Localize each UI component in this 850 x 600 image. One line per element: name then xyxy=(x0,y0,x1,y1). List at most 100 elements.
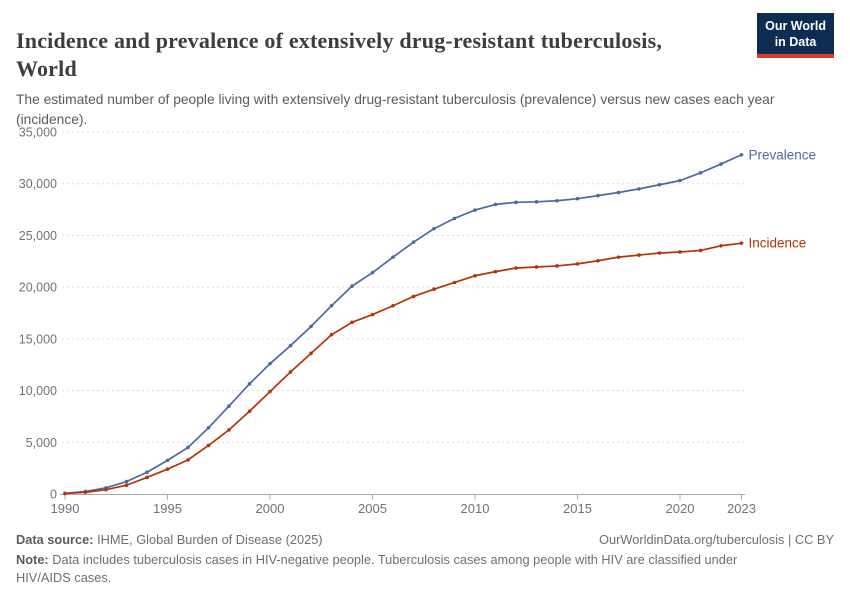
y-tick-label: 35,000 xyxy=(19,126,57,140)
data-point xyxy=(63,491,67,496)
footer-note-text: Data includes tuberculosis cases in HIV-… xyxy=(16,552,738,585)
data-point xyxy=(370,270,375,275)
data-point xyxy=(698,171,703,175)
footer-note-label: Note: xyxy=(16,552,49,567)
data-point xyxy=(411,240,416,244)
series-line xyxy=(64,242,743,495)
page-title: Incidence and prevalence of extensively … xyxy=(16,27,746,83)
data-point xyxy=(350,320,354,325)
chart-subtitle: The estimated number of people living wi… xyxy=(16,90,834,130)
page-title-line2: World xyxy=(16,55,77,81)
data-point xyxy=(145,475,149,480)
data-point xyxy=(288,370,293,374)
data-point xyxy=(616,190,621,195)
data-point xyxy=(555,264,559,268)
data-point xyxy=(739,152,744,157)
data-point xyxy=(473,208,477,212)
y-tick-label: 5,000 xyxy=(26,436,57,450)
data-point xyxy=(411,294,416,299)
data-point xyxy=(309,324,313,329)
data-point xyxy=(678,250,682,254)
data-point xyxy=(329,332,334,337)
gridlines xyxy=(62,131,745,443)
data-point xyxy=(596,258,600,263)
data-point xyxy=(637,187,641,191)
data-point xyxy=(309,351,313,356)
data-point xyxy=(206,426,211,430)
x-tick-label: 2005 xyxy=(358,501,387,516)
data-point xyxy=(350,284,354,288)
data-point xyxy=(616,255,621,259)
data-point xyxy=(329,303,334,308)
data-point xyxy=(83,490,88,495)
data-source-label: Data source: xyxy=(16,532,94,547)
data-point xyxy=(104,487,108,492)
data-point xyxy=(165,458,170,463)
data-point xyxy=(432,287,436,292)
data-point xyxy=(698,248,703,253)
data-point xyxy=(124,483,129,488)
data-point xyxy=(678,178,682,183)
data-point xyxy=(719,243,723,248)
data-point xyxy=(739,241,744,245)
series-line xyxy=(64,153,743,495)
data-point xyxy=(452,216,457,221)
data-point xyxy=(268,361,272,366)
data-point xyxy=(288,343,293,348)
data-point xyxy=(637,253,641,257)
data-point xyxy=(227,404,231,408)
data-point xyxy=(555,198,559,203)
data-point xyxy=(268,389,272,394)
data-point xyxy=(165,467,170,471)
owid-logo-line1: Our World xyxy=(765,19,826,33)
data-source-value: IHME, Global Burden of Disease (2025) xyxy=(97,532,323,547)
data-point xyxy=(391,303,395,308)
data-point xyxy=(206,443,211,448)
page-title-line1: Incidence and prevalence of extensively … xyxy=(16,27,663,53)
y-tick-label: 10,000 xyxy=(19,384,57,398)
data-point xyxy=(186,458,190,462)
data-point xyxy=(452,280,457,285)
owid-logo[interactable]: Our World in Data xyxy=(757,13,834,58)
series-prevalence[interactable]: Prevalence xyxy=(63,147,817,496)
data-point xyxy=(534,200,539,204)
x-tick-label: 2010 xyxy=(461,501,490,516)
data-point xyxy=(370,312,375,317)
x-tick-label: 2023 xyxy=(727,501,756,516)
owid-logo-line2: in Data xyxy=(774,35,817,49)
x-axis: 1990 1995 2000 2005 2010 2015 2020 2023 xyxy=(51,494,756,516)
y-tick-label: 0 xyxy=(50,488,57,502)
y-tick-label: 15,000 xyxy=(19,332,57,346)
x-tick-label: 2000 xyxy=(256,501,285,516)
data-point xyxy=(575,196,580,201)
data-point xyxy=(493,202,498,207)
data-point xyxy=(657,182,662,187)
data-point xyxy=(575,262,580,266)
chart-subtitle-line1: The estimated number of people living wi… xyxy=(16,91,775,107)
data-point xyxy=(186,445,190,450)
data-point xyxy=(514,266,518,270)
data-point xyxy=(227,428,231,432)
x-tick-label: 2015 xyxy=(563,501,592,516)
x-tick-label: 2020 xyxy=(666,501,695,516)
y-axis-labels: 0 5,000 10,000 15,000 20,000 25,000 30,000 35,0… xyxy=(19,126,57,502)
data-point xyxy=(391,255,395,259)
y-tick-label: 20,000 xyxy=(19,281,57,295)
data-point xyxy=(719,162,723,166)
data-point xyxy=(657,251,662,255)
series-label-incidence: Incidence xyxy=(749,236,807,251)
series-incidence[interactable]: Incidence xyxy=(63,236,806,496)
data-point xyxy=(493,269,498,274)
data-point xyxy=(247,382,252,386)
data-point xyxy=(534,265,539,269)
chart-subtitle-line2: (incidence). xyxy=(16,111,88,127)
footer-link[interactable]: OurWorldinData.org/tuberculosis | CC BY xyxy=(599,532,834,547)
series-label-prevalence: Prevalence xyxy=(749,147,817,162)
data-point xyxy=(514,200,518,205)
x-tick-label: 1995 xyxy=(153,501,182,516)
data-source: Data source: IHME, Global Burden of Dise… xyxy=(16,531,323,548)
data-point xyxy=(432,226,436,231)
y-tick-label: 25,000 xyxy=(19,229,57,243)
